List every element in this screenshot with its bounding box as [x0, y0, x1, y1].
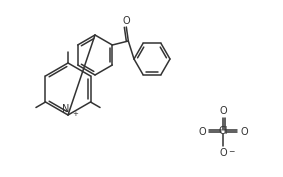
- Text: Cl: Cl: [218, 127, 228, 136]
- Text: O: O: [240, 127, 248, 137]
- Text: O: O: [123, 16, 130, 26]
- Text: O: O: [219, 106, 227, 116]
- Text: +: +: [72, 111, 78, 117]
- Text: O: O: [219, 148, 227, 158]
- Text: −: −: [228, 147, 234, 156]
- Text: N: N: [62, 104, 69, 114]
- Text: O: O: [198, 127, 206, 137]
